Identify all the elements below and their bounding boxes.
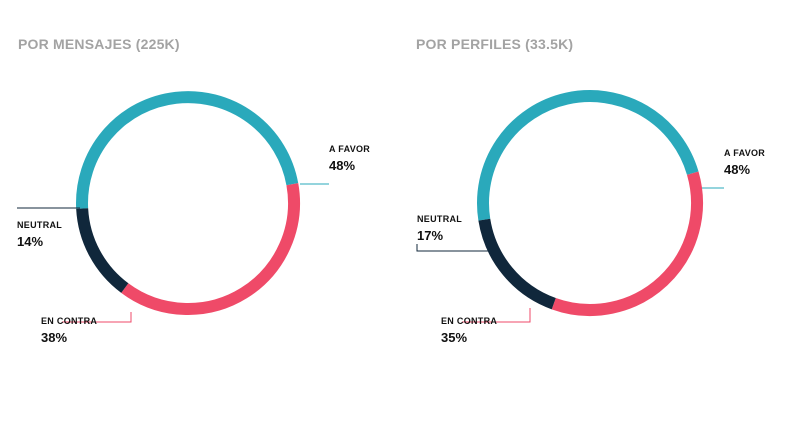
- donut-slice-en-contra: [121, 183, 300, 315]
- leader-line-en-contra: [62, 312, 132, 323]
- slice-value-en-contra: 35%: [441, 330, 467, 345]
- donut-slice-neutral: [76, 208, 129, 293]
- donut-slice-a-favor: [477, 90, 699, 221]
- donut-slice-a-favor: [76, 91, 299, 209]
- donut-chart-mensajes: A FAVOR 48% EN CONTRA 38% NEUTRAL 14%: [17, 91, 370, 345]
- donut-slice-neutral: [478, 218, 556, 310]
- chart-title-perfiles: POR PERFILES (33.5K): [416, 36, 574, 52]
- slice-value-a-favor: 48%: [724, 162, 750, 177]
- chart-panel-mensajes: POR MENSAJES (225K) A FAVOR 48% EN CONTRA 3…: [17, 36, 370, 345]
- slice-label-en-contra: EN CONTRA: [441, 316, 497, 326]
- donut-slice-en-contra: [551, 171, 703, 316]
- slice-label-neutral: NEUTRAL: [17, 220, 62, 230]
- donut-chart-perfiles: A FAVOR 48% EN CONTRA 35% NEUTRAL 17%: [416, 90, 765, 345]
- chart-title-mensajes: POR MENSAJES (225K): [18, 36, 180, 52]
- slice-label-a-favor: A FAVOR: [724, 148, 765, 158]
- slice-value-en-contra: 38%: [41, 330, 67, 345]
- slice-label-en-contra: EN CONTRA: [41, 316, 97, 326]
- slice-value-neutral: 14%: [17, 234, 43, 249]
- slice-value-a-favor: 48%: [329, 158, 355, 173]
- slice-value-neutral: 17%: [417, 228, 443, 243]
- leader-line-neutral: [416, 244, 492, 252]
- chart-panel-perfiles: POR PERFILES (33.5K) A FAVOR 48% EN CONTRA…: [400, 0, 800, 438]
- slice-label-neutral: NEUTRAL: [417, 214, 462, 224]
- slice-label-a-favor: A FAVOR: [329, 144, 370, 154]
- leader-line-en-contra: [462, 308, 531, 323]
